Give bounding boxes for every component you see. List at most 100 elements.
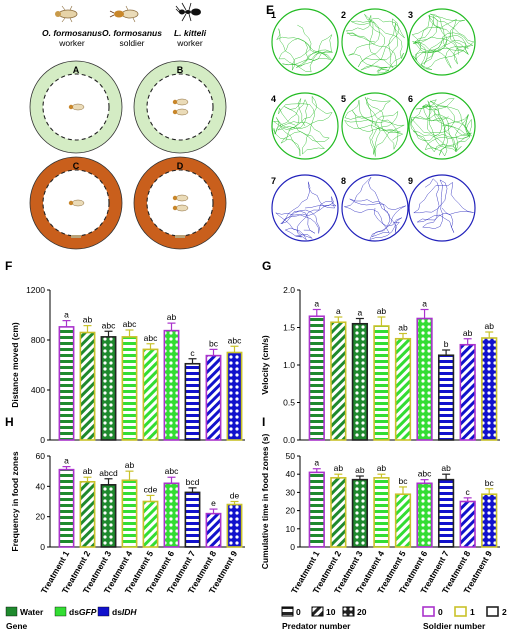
species-label: L. kitteli [174, 28, 207, 38]
significance-letter: c [466, 487, 471, 497]
bar [481, 493, 498, 548]
y-tick-label: 0 [290, 542, 295, 552]
bar [163, 482, 180, 548]
bar [184, 362, 201, 441]
bar [416, 482, 433, 548]
arena-inner-zone [146, 169, 214, 237]
bar [308, 471, 325, 548]
movement-track [410, 98, 473, 157]
bar [142, 348, 159, 441]
soldier-termite-icon [109, 5, 139, 23]
arena-label: B [177, 65, 184, 75]
bar [373, 477, 390, 548]
movement-track [276, 24, 333, 73]
arena-a: A [29, 60, 123, 154]
y-tick-label: 0 [40, 435, 45, 445]
trajectory-3: 3 [408, 8, 476, 76]
bar [226, 351, 243, 441]
bar [459, 343, 476, 441]
species-label: O. formosanus [42, 28, 102, 38]
bar [58, 326, 75, 441]
y-tick-label: 20 [286, 506, 296, 516]
bar [416, 317, 433, 441]
insect-legend: O. formosanus worker O. formosanus soldi… [42, 2, 207, 48]
legend-title-soldier: Soldier number [423, 621, 486, 631]
termite-head-icon [172, 109, 178, 115]
significance-letter: abc [123, 319, 137, 329]
arena-b: B [133, 60, 227, 154]
trajectory-4: 4 [271, 92, 339, 160]
y-tick-label: 1.0 [283, 360, 295, 370]
track-number: 4 [271, 94, 276, 104]
termite-icon [175, 108, 189, 116]
bar [373, 325, 390, 441]
significance-letter: bc [209, 338, 219, 348]
track-number: 7 [271, 176, 276, 186]
bar [205, 512, 222, 548]
trajectory-panels: 1 2 3 4 5 6 7 8 9 [271, 8, 476, 242]
bar [330, 477, 347, 548]
trajectory-9: 9 [408, 174, 476, 242]
termite-head-icon [68, 200, 74, 206]
legend-label-predator: 20 [357, 607, 367, 617]
significance-letter: ab [398, 323, 408, 333]
significance-letter: ab [484, 321, 494, 331]
figure-legend: Water dsGFP dsIDH Gene 0 10 20 Predator number 0… [5, 606, 507, 631]
bar [394, 337, 412, 441]
y-tick-label: 0 [40, 542, 45, 552]
worker-termite-icon [55, 5, 78, 23]
trajectory-8: 8 [341, 174, 409, 242]
bar [330, 321, 347, 441]
termite-head-icon [172, 99, 178, 105]
y-tick-label: 50 [286, 451, 296, 461]
trajectory-6: 6 [408, 92, 476, 160]
significance-letter: b [444, 339, 449, 349]
termite-icon [175, 194, 189, 202]
track-number: 5 [341, 94, 346, 104]
arena-label: D [177, 161, 184, 171]
bar [121, 336, 138, 441]
y-tick-label: 2.0 [283, 285, 295, 295]
legend-swatch-dsgfp [54, 606, 67, 617]
termite-head-icon [172, 205, 178, 211]
arena-label: C [73, 161, 80, 171]
significance-letter: bc [399, 476, 409, 486]
legend-swatch-soldier [486, 606, 499, 617]
significance-letter: ab [125, 460, 135, 470]
y-tick-label: 1200 [26, 285, 45, 295]
y-axis-label: Cumulative time in food zones (s) [260, 434, 270, 570]
arena-d: D [133, 156, 227, 250]
legend-swatch-predator [281, 606, 294, 617]
significance-letter: a [64, 310, 69, 320]
legend-label-dsidh: dsIDH [112, 607, 137, 617]
y-axis-label: Distance moved (cm) [10, 322, 20, 408]
trajectory-7: 7 [271, 174, 339, 242]
panel-label: I [262, 415, 265, 429]
bar [459, 500, 476, 548]
movement-track [345, 14, 405, 74]
legend-swatch-water [5, 606, 18, 617]
significance-letter: ab [83, 466, 93, 476]
significance-letter: e [211, 498, 216, 508]
significance-letter: a [422, 299, 427, 309]
panel-label: G [262, 259, 271, 273]
significance-letter: a [314, 299, 319, 309]
trajectory-2: 2 [341, 8, 409, 76]
ant-icon [175, 2, 201, 22]
arena-label: A [73, 65, 80, 75]
legend-label-soldier: 1 [470, 607, 475, 617]
significance-letter: ab [377, 463, 387, 473]
bar [100, 336, 117, 441]
legend-label-soldier: 2 [502, 607, 507, 617]
y-tick-label: 400 [31, 385, 45, 395]
caste-label: worker [58, 38, 85, 48]
bar [163, 329, 180, 441]
legend-swatch-dsidh [97, 606, 110, 617]
bar [121, 479, 138, 548]
movement-track [272, 95, 333, 157]
legend-swatch-soldier [454, 606, 467, 617]
y-tick-label: 10 [286, 524, 296, 534]
track-number: 8 [341, 176, 346, 186]
